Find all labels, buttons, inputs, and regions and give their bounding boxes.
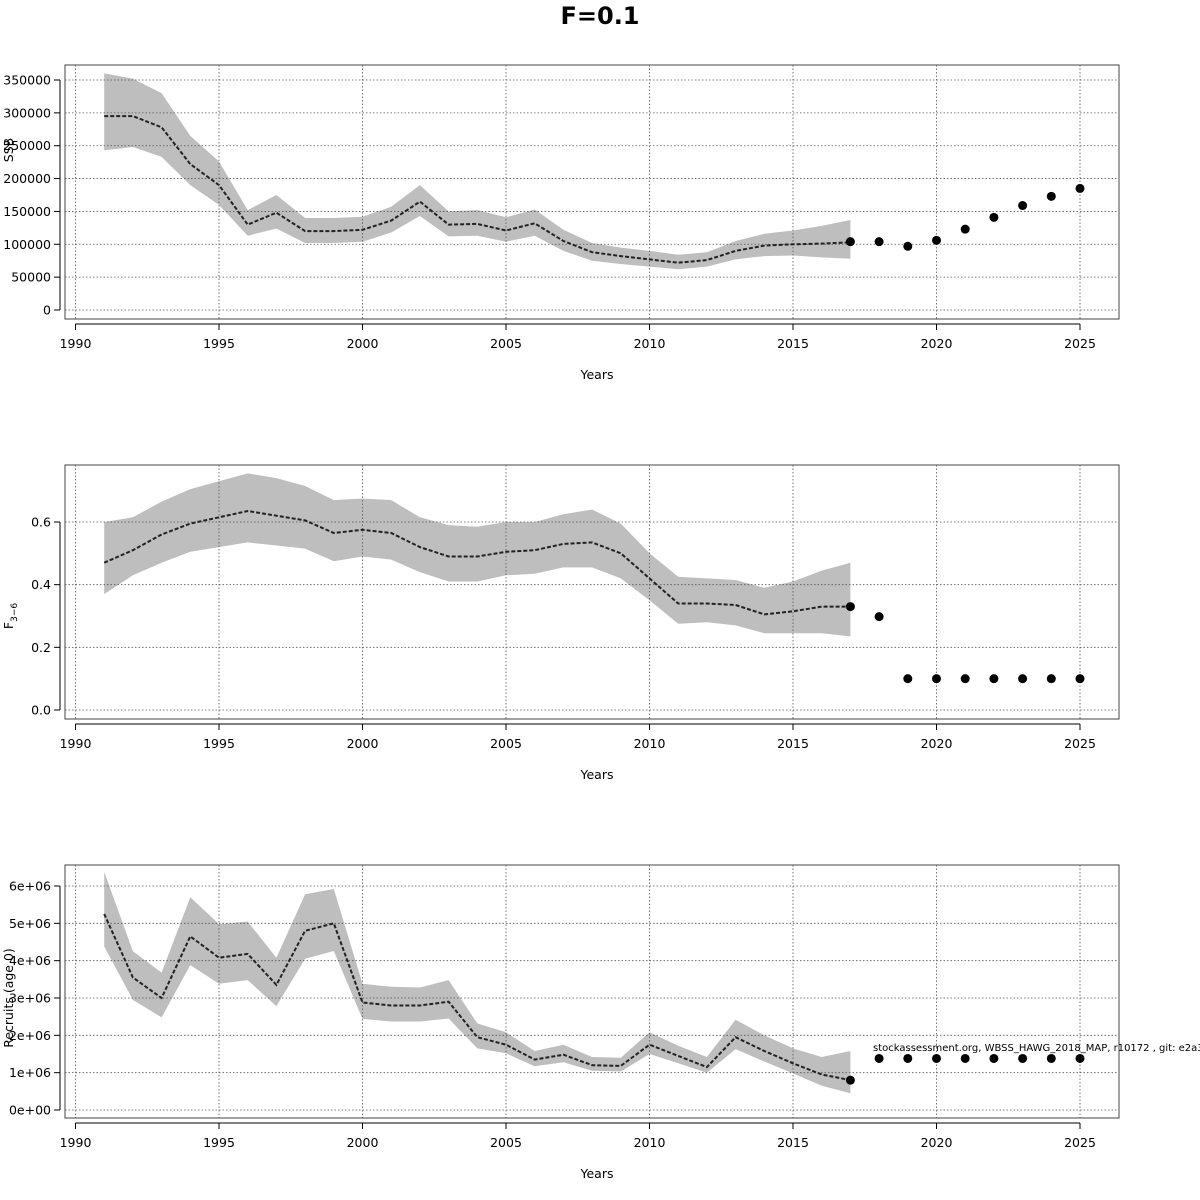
x-tick-label-2010: 2010: [634, 1135, 666, 1150]
ssb-point-2024: [1046, 191, 1056, 201]
y-tick-label-5: 5e+06: [9, 916, 51, 931]
panel-recruits: 1990 1995 2000 2005 2010 2015 2020 2025 Years 0e+…: [1, 864, 1120, 1181]
fbar-point-2023: [1018, 674, 1028, 684]
ssb-x-axis-label: Years: [580, 367, 614, 382]
y-tick-label-1: 50000: [11, 270, 51, 285]
x-tick-label-2025: 2025: [1064, 336, 1096, 351]
x-tick-label-2000: 2000: [347, 1135, 379, 1150]
footnote-text: stockassessment.org, WBSS_HAWG_2018_MAP,…: [873, 1043, 1200, 1054]
y-tick-label-0: 0: [43, 303, 51, 318]
y-tick-label-4: 200000: [3, 171, 51, 186]
x-tick-label-2005: 2005: [490, 1135, 522, 1150]
fbar-plot-frame: [64, 464, 1120, 720]
fbar-estimate-line: [103, 509, 851, 616]
ssb-point-2019: [903, 241, 913, 251]
recruits-point-2024: [1046, 1053, 1056, 1063]
recruits-point-2020: [932, 1053, 941, 1063]
ssb-plot-frame: [64, 64, 1120, 320]
ssb-point-2017: [845, 237, 855, 247]
fbar-point-2022: [989, 674, 999, 684]
ssb-point-2021: [960, 224, 970, 234]
recruits-point-2017: [845, 1075, 855, 1085]
fbar-point-2017: [845, 602, 855, 612]
x-tick-label-2010: 2010: [634, 736, 666, 751]
recruits-estimate-line: [103, 913, 851, 1082]
figure-title: F=0.1: [560, 2, 639, 30]
y-tick-label-3: 3e+06: [9, 991, 51, 1006]
x-tick-label-2020: 2020: [921, 336, 953, 351]
fbar-point-2019: [903, 674, 913, 684]
recruits-point-2019: [903, 1053, 913, 1063]
chart-panels: 1990 1995 2000 2005 2010 2015 2020 2025 Years 0 50…: [1, 64, 1120, 1181]
x-tick-label-1995: 1995: [203, 1135, 235, 1150]
ssb-estimate-line: [104, 115, 851, 264]
recruits-point-2018: [874, 1053, 884, 1063]
ssb-point-2020: [932, 235, 941, 245]
y-tick-label-4: 4e+06: [9, 953, 51, 968]
panel-ssb: 1990 1995 2000 2005 2010 2015 2020 2025 Years 0 50…: [1, 64, 1120, 382]
fbar-y-axis-label: F3−6: [1, 603, 20, 629]
recruits-point-2021: [960, 1053, 970, 1063]
recruits-plot-frame: [64, 864, 1120, 1119]
ssb-point-2023: [1018, 201, 1028, 211]
y-tick-label-1: 1e+06: [9, 1065, 51, 1080]
y-tick-label-1: 0.2: [31, 640, 51, 655]
recruits-point-2022: [989, 1053, 999, 1063]
fbar-point-2024: [1046, 674, 1056, 684]
x-tick-label-1990: 1990: [60, 736, 92, 751]
x-tick-label-1990: 1990: [60, 1135, 92, 1150]
x-tick-label-2020: 2020: [921, 1135, 953, 1150]
x-tick-label-2025: 2025: [1064, 1135, 1096, 1150]
fbar-confidence-band: [104, 473, 851, 637]
fbar-point-2018: [874, 612, 884, 622]
recruits-y-axis-label: Recruits (age 0): [1, 948, 16, 1048]
y-tick-label-2: 0.4: [31, 577, 51, 592]
ssb-point-2018: [874, 237, 884, 247]
x-tick-label-2000: 2000: [347, 736, 379, 751]
fbar-point-2025: [1075, 674, 1085, 684]
x-tick-label-1990: 1990: [60, 336, 92, 351]
x-tick-label-2015: 2015: [777, 336, 809, 351]
y-tick-label-2: 2e+06: [9, 1028, 51, 1043]
x-tick-label-2010: 2010: [634, 336, 666, 351]
x-tick-label-2000: 2000: [347, 336, 379, 351]
y-tick-label-0: 0.0: [31, 703, 51, 718]
recruits-x-axis-label: Years: [580, 1166, 614, 1181]
fbar-point-2020: [932, 674, 941, 684]
recruits-confidence-band: [104, 871, 851, 1094]
ssb-y-axis-label: SSB: [1, 138, 16, 162]
y-tick-label-6: 300000: [3, 105, 51, 120]
ssb-confidence-band: [104, 73, 851, 270]
fbar-x-axis-label: Years: [580, 767, 614, 782]
y-tick-label-0: 0e+00: [9, 1103, 51, 1118]
y-tick-label-3: 0.6: [31, 515, 51, 530]
fbar-point-2021: [960, 674, 970, 684]
recruits-point-2025: [1075, 1053, 1085, 1063]
x-tick-label-2015: 2015: [777, 736, 809, 751]
x-tick-label-2020: 2020: [921, 736, 953, 751]
ssb-point-2025: [1075, 183, 1085, 193]
x-tick-label-2015: 2015: [777, 1135, 809, 1150]
y-tick-label-2: 100000: [3, 237, 51, 252]
x-tick-label-1995: 1995: [203, 336, 235, 351]
panel-fbar: 1990 1995 2000 2005 2010 2015 2020 2025 Years 0.0…: [1, 464, 1120, 782]
ssb-point-2022: [989, 212, 999, 222]
x-tick-label-1995: 1995: [203, 736, 235, 751]
fbar-y-axis-label-subscript: 3−6: [10, 603, 20, 622]
x-tick-label-2005: 2005: [490, 736, 522, 751]
y-tick-label-3: 150000: [3, 204, 51, 219]
recruits-point-2023: [1018, 1053, 1028, 1063]
y-tick-label-6: 6e+06: [9, 879, 51, 894]
y-tick-label-7: 350000: [3, 73, 51, 88]
x-tick-label-2025: 2025: [1064, 736, 1096, 751]
x-tick-label-2005: 2005: [490, 336, 522, 351]
y-tick-label-5: 250000: [3, 138, 51, 153]
